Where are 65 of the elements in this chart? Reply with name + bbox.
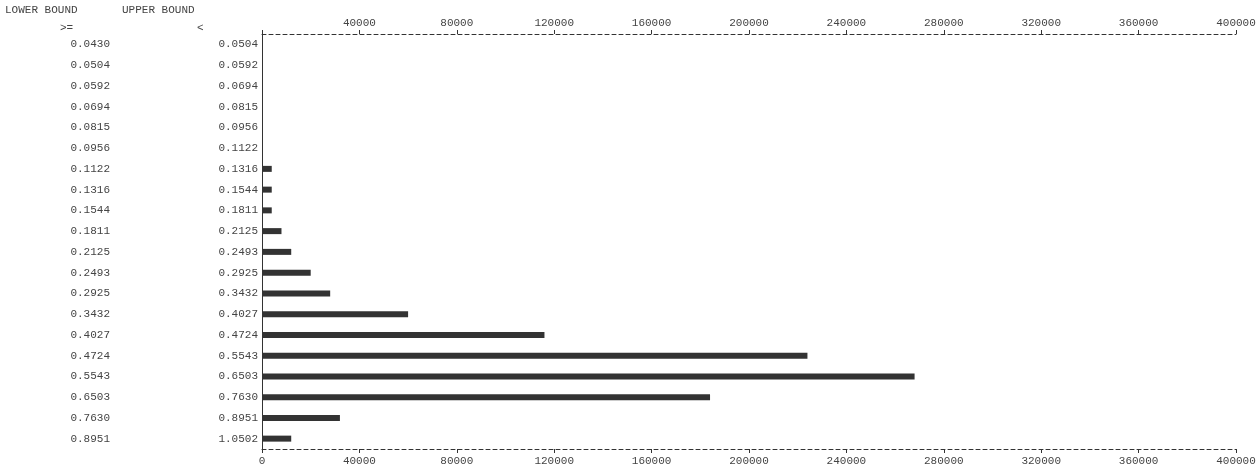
y-tick-label: 0.1316: [70, 183, 110, 196]
y2-tick-label: 0.0592: [218, 59, 258, 72]
y2-tick-label: 0.7630: [218, 391, 258, 404]
y2-tick-label: 0.0694: [218, 79, 259, 92]
y2-tick-label: 0.5543: [218, 349, 258, 362]
y-tick-label: 0.0956: [70, 142, 110, 155]
x2-tick-label: 320000: [1021, 16, 1061, 29]
y2-tick-label: 0.0815: [218, 100, 258, 113]
y-tick-label: 0.5543: [70, 370, 110, 383]
x2-tick-label: 240000: [826, 16, 867, 29]
x2-tick-label: 360000: [1118, 16, 1159, 29]
x2-tick-label: 200000: [729, 16, 769, 29]
x-tick-label: 200000: [729, 454, 769, 467]
x2-tick-label: 40000: [342, 16, 376, 29]
x2-tick-label: 160000: [631, 16, 672, 29]
y-tick-label: 0.2925: [70, 287, 110, 300]
text: <: [197, 21, 204, 34]
y-tick-label: 0.6503: [70, 391, 110, 404]
y-tick-label: 0.1544: [70, 204, 111, 217]
x-tick-label: 280000: [924, 454, 964, 467]
text: UPPER BOUND: [122, 3, 196, 16]
x-tick-label: 0: [258, 454, 266, 467]
y-tick-label: 0.0815: [70, 121, 110, 134]
y2-tick-label: 0.1122: [218, 142, 258, 155]
x-tick-label: 40000: [342, 454, 376, 467]
y-tick-label: 0.1811: [70, 225, 111, 238]
y-tick-label: 0.1122: [70, 162, 110, 175]
y2-tick-label: 0.4027: [218, 308, 258, 321]
y2-tick-label: 1.0502: [218, 432, 258, 445]
x-tick-label: 80000: [440, 454, 474, 467]
y-tick-label: 0.2493: [70, 266, 110, 279]
y-tick-label: 0.4027: [70, 328, 110, 341]
y2-tick-label: 0.1811: [218, 204, 259, 217]
y2-tick-label: 0.1544: [218, 183, 259, 196]
y-tick-label: 0.0694: [70, 100, 111, 113]
text: >=: [60, 21, 74, 34]
y2-tick-label: 0.0956: [218, 121, 258, 134]
x-tick-label: 120000: [534, 454, 574, 467]
y2-tick-label: 0.6503: [218, 370, 258, 383]
y-tick-label: 0.3432: [70, 308, 110, 321]
y2-tick-label: 0.2925: [218, 266, 258, 279]
y-tick-label: 0.7630: [70, 411, 110, 424]
x2-tick-label: 80000: [440, 16, 474, 29]
x-tick-label: 160000: [631, 454, 672, 467]
y2-tick-label: 0.3432: [218, 287, 258, 300]
y-tick-label: 0.8951: [70, 432, 111, 445]
y2-tick-label: 0.2125: [218, 225, 258, 238]
y-tick-label: 0.0592: [70, 79, 110, 92]
y2-tick-label: 0.8951: [218, 411, 259, 424]
x2-tick-label: 280000: [924, 16, 964, 29]
x2-tick-label: 400000: [1216, 16, 1256, 29]
y-tick-label: 0.2125: [70, 245, 110, 258]
x2-tick-label: 120000: [534, 16, 574, 29]
y-tick-label: 0.0430: [70, 38, 110, 51]
x-tick-label: 360000: [1118, 454, 1159, 467]
x-tick-label: 240000: [826, 454, 867, 467]
y2-tick-label: 0.1316: [218, 162, 258, 175]
y-tick-label: 0.4724: [70, 349, 111, 362]
y-tick-label: 0.0504: [70, 59, 111, 72]
x-tick-label: 400000: [1216, 454, 1256, 467]
text: LOWER BOUND: [5, 3, 79, 16]
y2-tick-label: 0.2493: [218, 245, 258, 258]
y2-tick-label: 0.4724: [218, 328, 259, 341]
y2-tick-label: 0.0504: [218, 38, 259, 51]
x-tick-label: 320000: [1021, 454, 1061, 467]
